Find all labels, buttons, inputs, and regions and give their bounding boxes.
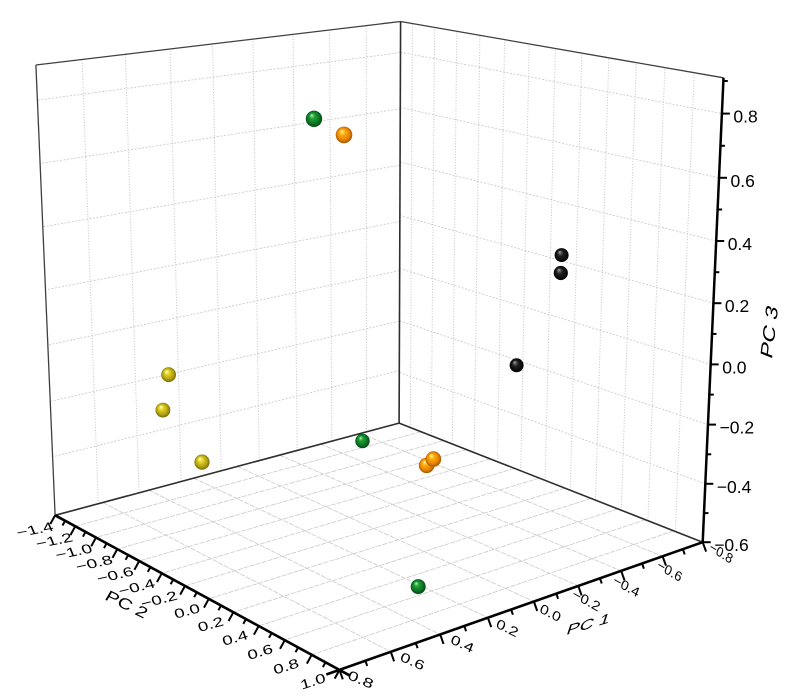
svg-text:0.0: 0.0 xyxy=(722,357,747,377)
svg-text:0.6: 0.6 xyxy=(731,171,755,191)
svg-text:0.8: 0.8 xyxy=(733,107,757,127)
svg-text:−0.2: −0.2 xyxy=(720,418,755,438)
svg-text:0.4: 0.4 xyxy=(728,234,753,254)
svg-text:−0.4: −0.4 xyxy=(717,477,752,497)
svg-text:0.2: 0.2 xyxy=(725,296,749,316)
